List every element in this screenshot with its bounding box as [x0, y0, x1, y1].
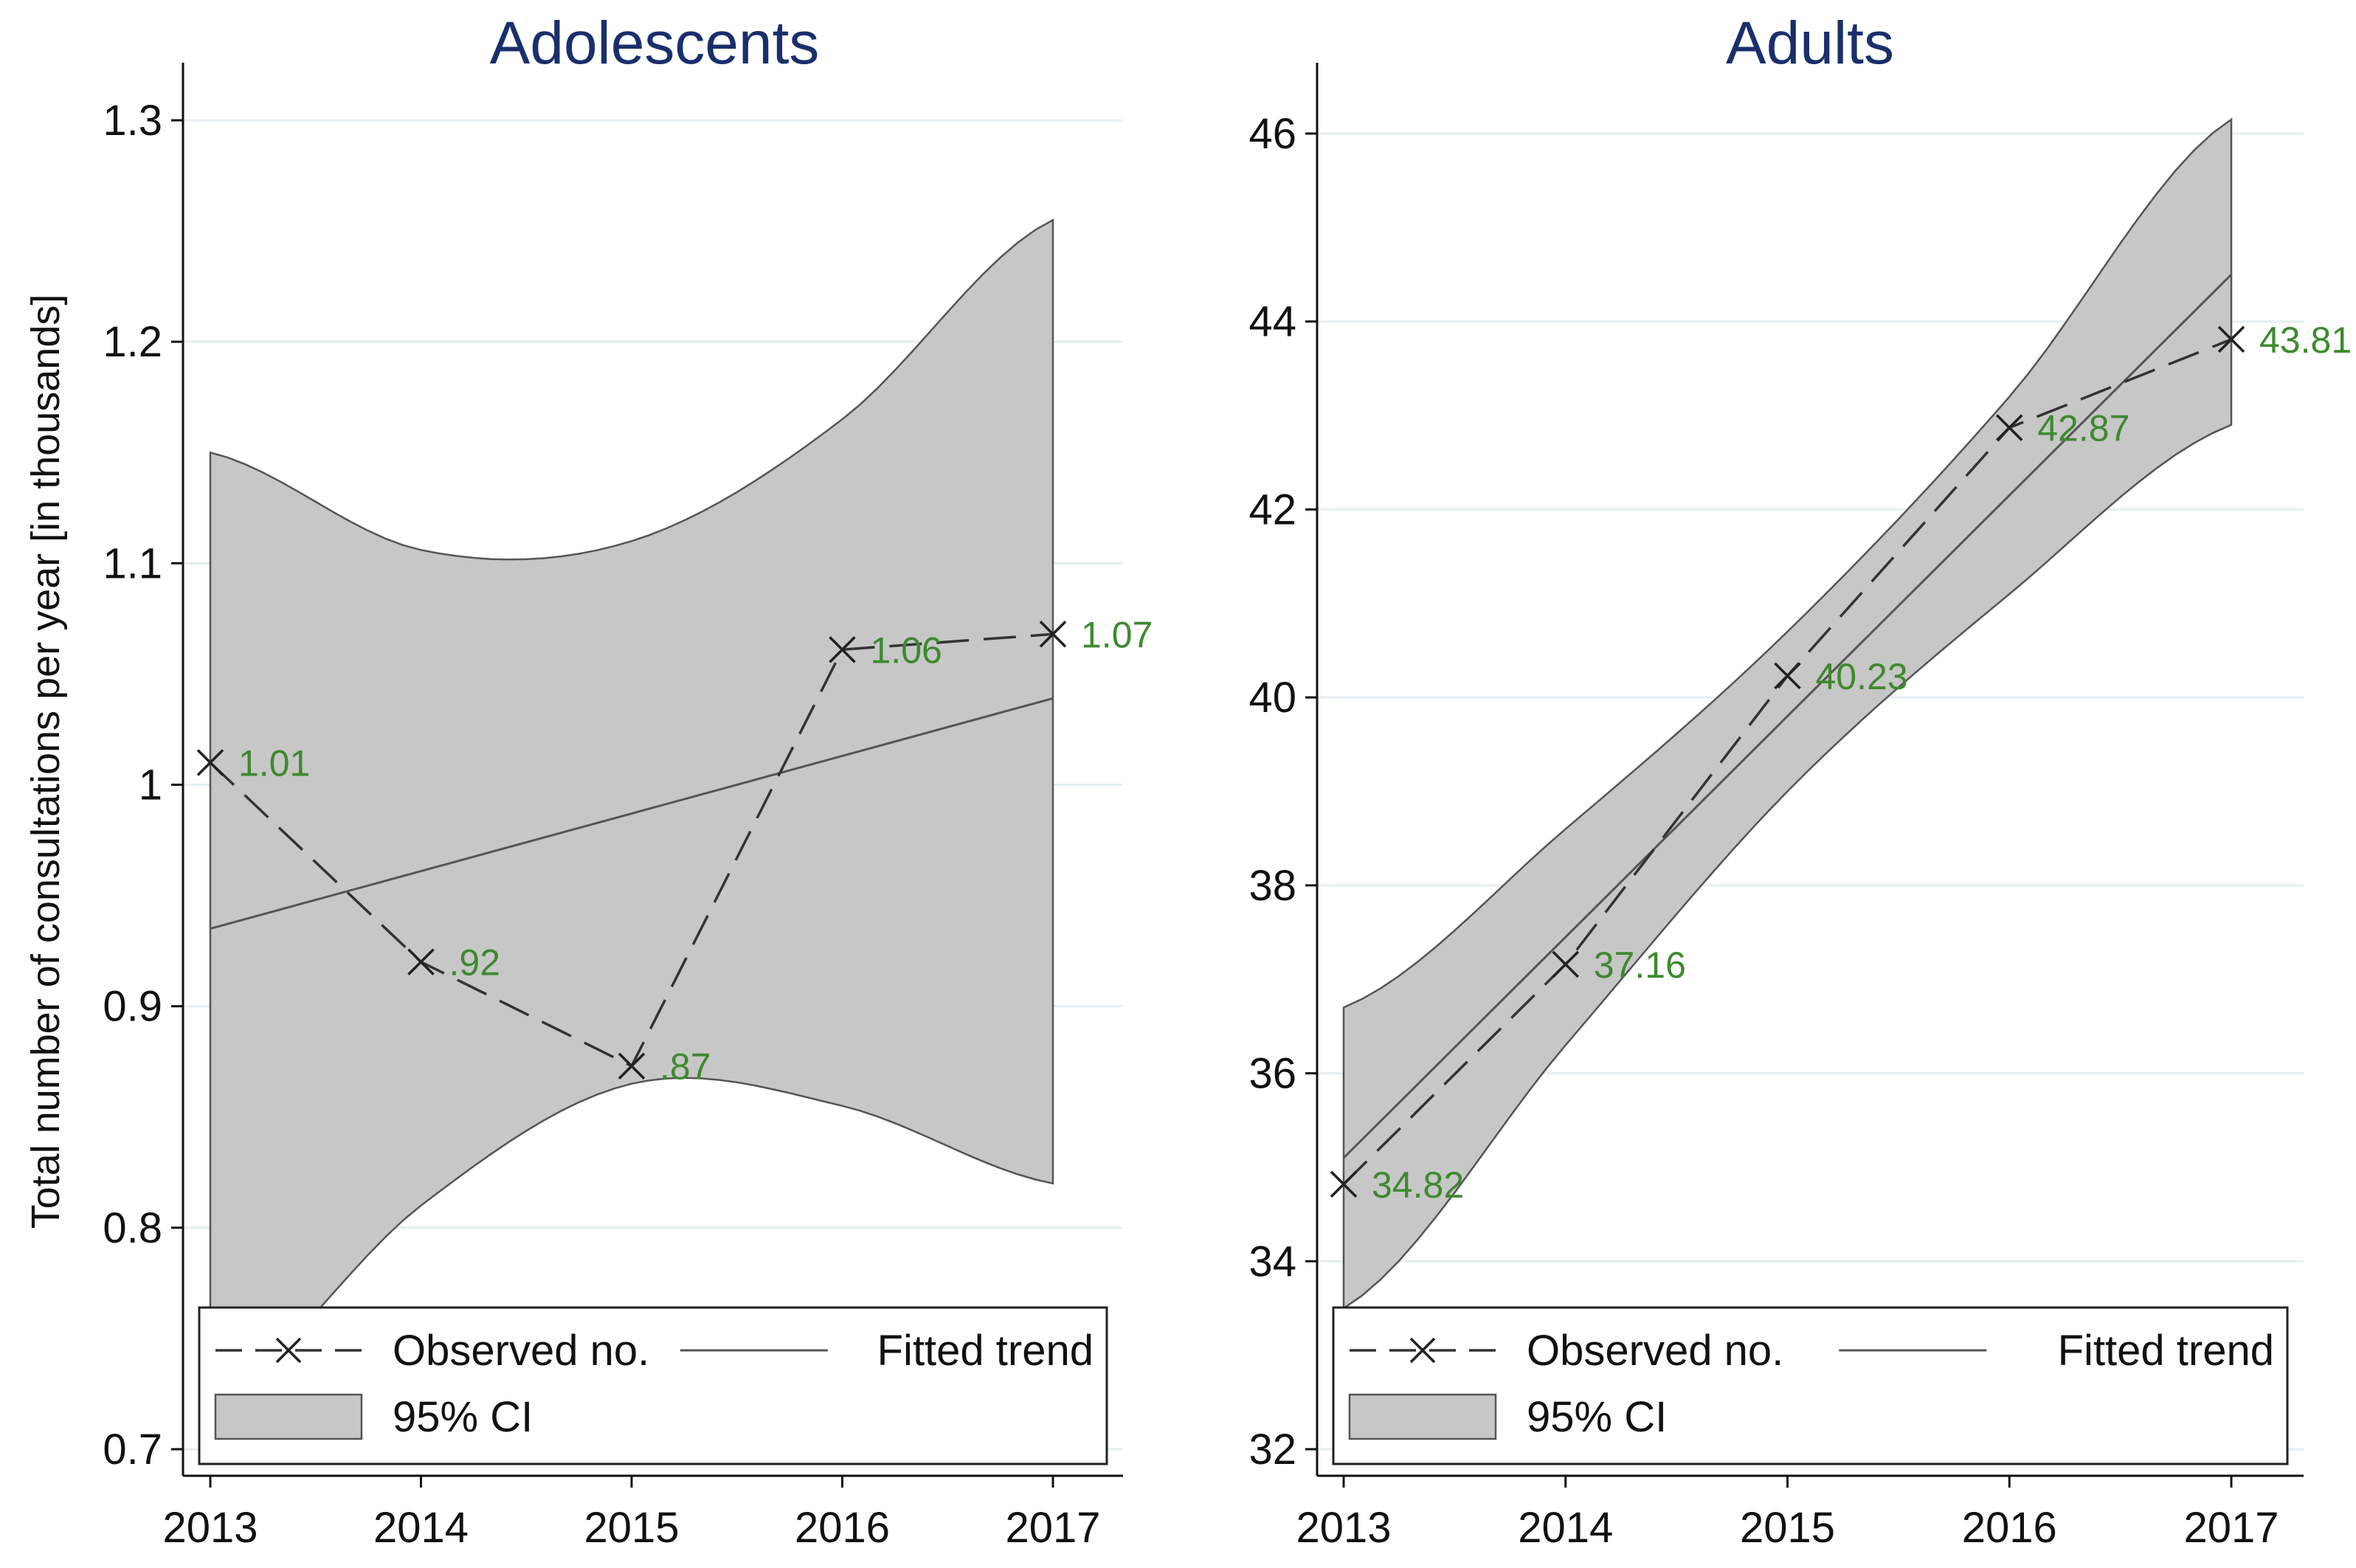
- legend-label-fitted: Fitted trend: [877, 1327, 1094, 1375]
- data-label: 1.01: [238, 742, 310, 784]
- legend-ci-swatch: [214, 1393, 363, 1440]
- observed-point-marker: [1330, 1170, 1358, 1198]
- data-label: 34.82: [1372, 1164, 1464, 1206]
- y-tick-label: 42: [1248, 486, 1296, 533]
- y-tick-label: 36: [1248, 1050, 1296, 1098]
- panel-title: Adults: [1726, 10, 1894, 77]
- fitted-trend-line: [210, 697, 1054, 930]
- observed-point-marker: [1552, 950, 1579, 978]
- marker-stroke: [829, 636, 856, 663]
- y-tick-label: 44: [1248, 298, 1296, 346]
- data-label: 1.06: [871, 629, 942, 671]
- legend-marker-stroke: [275, 1337, 302, 1364]
- x-tick-label: 2015: [1740, 1504, 1835, 1552]
- legend-label-ci: 95% CI: [393, 1393, 533, 1441]
- observed-point-marker: [407, 948, 435, 975]
- legend-label-observed: Observed no.: [393, 1327, 649, 1375]
- y-axis-label: Total number of consultations per year […: [24, 294, 68, 1229]
- marker-stroke: [2217, 325, 2245, 353]
- ci-band: [1342, 117, 2233, 1310]
- y-tick-label: 46: [1248, 110, 1296, 158]
- legend-label-fitted: Fitted trend: [2058, 1327, 2274, 1375]
- marker-stroke: [1039, 621, 1067, 648]
- marker-stroke: [1330, 1170, 1358, 1198]
- x-tick-label: 2013: [162, 1504, 258, 1552]
- data-label: 42.87: [2037, 408, 2129, 449]
- y-tick-label: 0.9: [103, 983, 162, 1031]
- observed-point-marker: [196, 749, 224, 776]
- y-tick-label: 34: [1248, 1237, 1296, 1285]
- y-tick-label: 1.3: [103, 97, 162, 145]
- y-tick-label: 1.1: [103, 539, 162, 587]
- x-tick-label: 2016: [1962, 1504, 2057, 1552]
- marker-stroke: [1996, 414, 2023, 441]
- observed-point-marker: [618, 1052, 646, 1080]
- y-tick-label: 0.8: [103, 1204, 162, 1252]
- y-tick-label: 32: [1248, 1426, 1296, 1474]
- x-tick-label: 2014: [1518, 1504, 1613, 1552]
- data-label: .92: [449, 942, 501, 984]
- legend: Observed no. Fitted trend 95% CI: [1332, 1306, 2289, 1465]
- legend-ci-swatch: [1348, 1393, 1497, 1440]
- y-tick-label: 1.2: [103, 318, 162, 366]
- data-label: 43.81: [2259, 320, 2352, 361]
- data-label: .87: [660, 1046, 711, 1088]
- observed-point-marker: [1774, 662, 1801, 690]
- panel-title: Adolescents: [490, 10, 820, 77]
- x-tick-label: 2017: [2183, 1504, 2279, 1552]
- y-tick-label: 38: [1248, 862, 1296, 910]
- marker-stroke: [618, 1052, 646, 1080]
- marker-stroke: [1774, 662, 1801, 690]
- observed-point-marker: [829, 636, 856, 663]
- marker-stroke: [196, 749, 224, 776]
- legend-label-ci: 95% CI: [1527, 1393, 1667, 1441]
- x-tick-label: 2013: [1296, 1504, 1391, 1552]
- observed-point-marker: [2217, 325, 2245, 353]
- y-tick-label: 40: [1248, 674, 1296, 722]
- x-tick-label: 2015: [584, 1504, 679, 1552]
- marker-stroke: [1552, 950, 1579, 978]
- legend-label-observed: Observed no.: [1527, 1327, 1783, 1375]
- panel-adolescents: Adolescents 1.01 .92 .87 1.06 1.07 0.7 0.8 0.9 1 1…: [24, 10, 1153, 1552]
- data-label: 1.07: [1081, 614, 1153, 655]
- x-tick-label: 2014: [373, 1504, 469, 1552]
- observed-point-marker: [1039, 621, 1067, 648]
- legend: Observed no. Fitted trend 95% CI: [198, 1306, 1108, 1465]
- data-label: 40.23: [1816, 656, 1908, 697]
- y-tick-label: 1: [139, 761, 162, 809]
- x-tick-label: 2016: [795, 1504, 890, 1552]
- x-tick-label: 2017: [1005, 1504, 1100, 1552]
- fitted-trend-line: [1342, 273, 2233, 1159]
- data-label: 37.16: [1594, 944, 1686, 986]
- observed-point-marker: [1996, 414, 2023, 441]
- y-tick-label: 0.7: [103, 1426, 162, 1474]
- marker-stroke: [407, 948, 435, 975]
- panel-adults: Adults 34.82 37.16 40.23 42.87 43.81 32 34 36 38 4…: [1248, 10, 2352, 1552]
- legend-marker-stroke: [1409, 1337, 1436, 1364]
